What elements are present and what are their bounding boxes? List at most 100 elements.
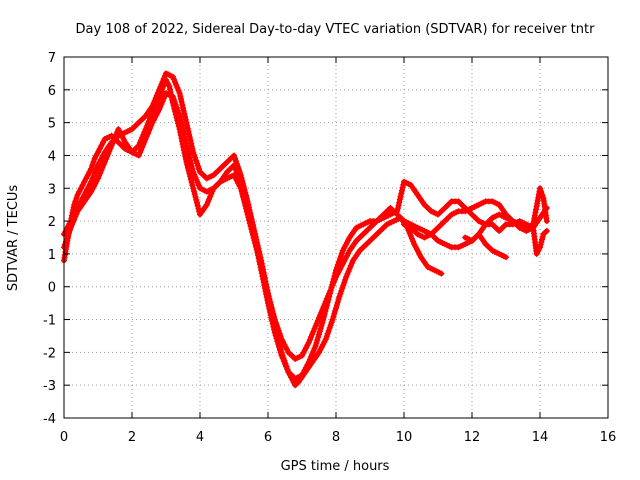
data-point bbox=[90, 173, 97, 180]
data-point bbox=[539, 236, 545, 243]
data-point bbox=[144, 130, 151, 137]
data-point bbox=[159, 78, 166, 85]
data-point bbox=[310, 348, 317, 355]
data-point bbox=[345, 268, 352, 275]
data-point bbox=[83, 175, 90, 182]
data-point bbox=[343, 239, 350, 246]
data-point bbox=[311, 345, 318, 352]
data-point bbox=[182, 136, 188, 143]
data-point bbox=[67, 224, 74, 231]
data-point bbox=[232, 155, 238, 162]
data-point bbox=[185, 128, 192, 135]
data-point bbox=[157, 103, 164, 110]
data-point bbox=[537, 185, 543, 192]
data-point bbox=[313, 339, 320, 346]
data-point bbox=[231, 162, 237, 169]
data-point bbox=[282, 360, 288, 367]
data-point bbox=[177, 116, 184, 122]
data-point bbox=[306, 356, 313, 363]
data-point bbox=[312, 342, 319, 349]
data-point bbox=[179, 124, 186, 131]
data-point bbox=[240, 187, 247, 194]
data-point bbox=[348, 260, 355, 267]
data-point bbox=[143, 133, 150, 140]
data-point bbox=[190, 168, 197, 175]
y-tick-label: -2 bbox=[43, 346, 56, 361]
data-point bbox=[153, 111, 160, 118]
data-point bbox=[206, 196, 213, 203]
data-point bbox=[323, 305, 330, 312]
data-point bbox=[68, 221, 75, 228]
data-point bbox=[276, 346, 283, 353]
data-point bbox=[308, 334, 315, 340]
data-point bbox=[171, 99, 178, 105]
x-tick-label: 4 bbox=[196, 430, 204, 445]
data-point bbox=[406, 230, 413, 237]
data-point bbox=[535, 194, 542, 201]
data-point bbox=[72, 198, 79, 205]
data-point bbox=[268, 314, 275, 321]
data-point bbox=[173, 81, 180, 88]
data-point bbox=[314, 317, 321, 324]
data-point bbox=[326, 293, 333, 300]
data-point bbox=[194, 199, 200, 206]
data-point bbox=[170, 76, 177, 83]
data-point bbox=[177, 93, 184, 100]
data-point bbox=[438, 270, 445, 277]
y-tick-label: 1 bbox=[48, 248, 56, 263]
data-point bbox=[109, 139, 116, 146]
data-point bbox=[267, 309, 273, 315]
data-point bbox=[186, 134, 193, 141]
x-tick-label: 2 bbox=[128, 430, 136, 445]
data-point bbox=[252, 240, 259, 247]
data-point bbox=[245, 207, 252, 214]
data-point bbox=[184, 145, 191, 152]
data-point bbox=[90, 159, 97, 165]
data-point bbox=[531, 215, 538, 222]
data-point bbox=[318, 322, 325, 329]
data-point bbox=[333, 267, 339, 274]
data-point bbox=[332, 307, 339, 314]
data-point bbox=[188, 179, 195, 186]
data-point bbox=[100, 139, 107, 146]
data-point bbox=[407, 232, 414, 239]
data-point bbox=[160, 75, 167, 82]
data-point bbox=[397, 193, 404, 200]
data-point bbox=[309, 351, 316, 357]
data-point bbox=[184, 122, 191, 129]
data-point bbox=[79, 182, 86, 188]
data-point bbox=[191, 152, 198, 158]
data-point bbox=[280, 358, 287, 365]
y-tick-label: -3 bbox=[43, 379, 56, 394]
data-point bbox=[244, 205, 251, 211]
data-point bbox=[232, 158, 239, 165]
data-point bbox=[270, 323, 277, 330]
data-point bbox=[100, 161, 107, 168]
data-point bbox=[179, 101, 186, 108]
y-tick-label: -1 bbox=[43, 314, 56, 329]
data-point bbox=[161, 73, 168, 80]
data-point bbox=[152, 95, 159, 101]
data-point bbox=[334, 264, 340, 271]
data-point bbox=[325, 296, 332, 303]
data-point bbox=[239, 184, 246, 191]
data-point bbox=[72, 213, 79, 220]
y-tick-label: 0 bbox=[48, 281, 56, 296]
data-point bbox=[535, 247, 542, 254]
data-point bbox=[331, 273, 338, 280]
data-point bbox=[243, 199, 250, 206]
data-point bbox=[188, 163, 195, 169]
data-point bbox=[158, 81, 165, 88]
data-point bbox=[96, 145, 103, 152]
data-point bbox=[169, 93, 176, 100]
data-point bbox=[186, 131, 193, 138]
data-point bbox=[182, 139, 189, 146]
y-tick-label: -4 bbox=[43, 412, 56, 427]
data-point bbox=[93, 165, 100, 171]
data-point bbox=[305, 339, 312, 346]
data-point bbox=[248, 219, 254, 226]
series-track-d bbox=[401, 185, 550, 241]
data-point bbox=[250, 228, 256, 235]
data-point bbox=[116, 128, 123, 135]
